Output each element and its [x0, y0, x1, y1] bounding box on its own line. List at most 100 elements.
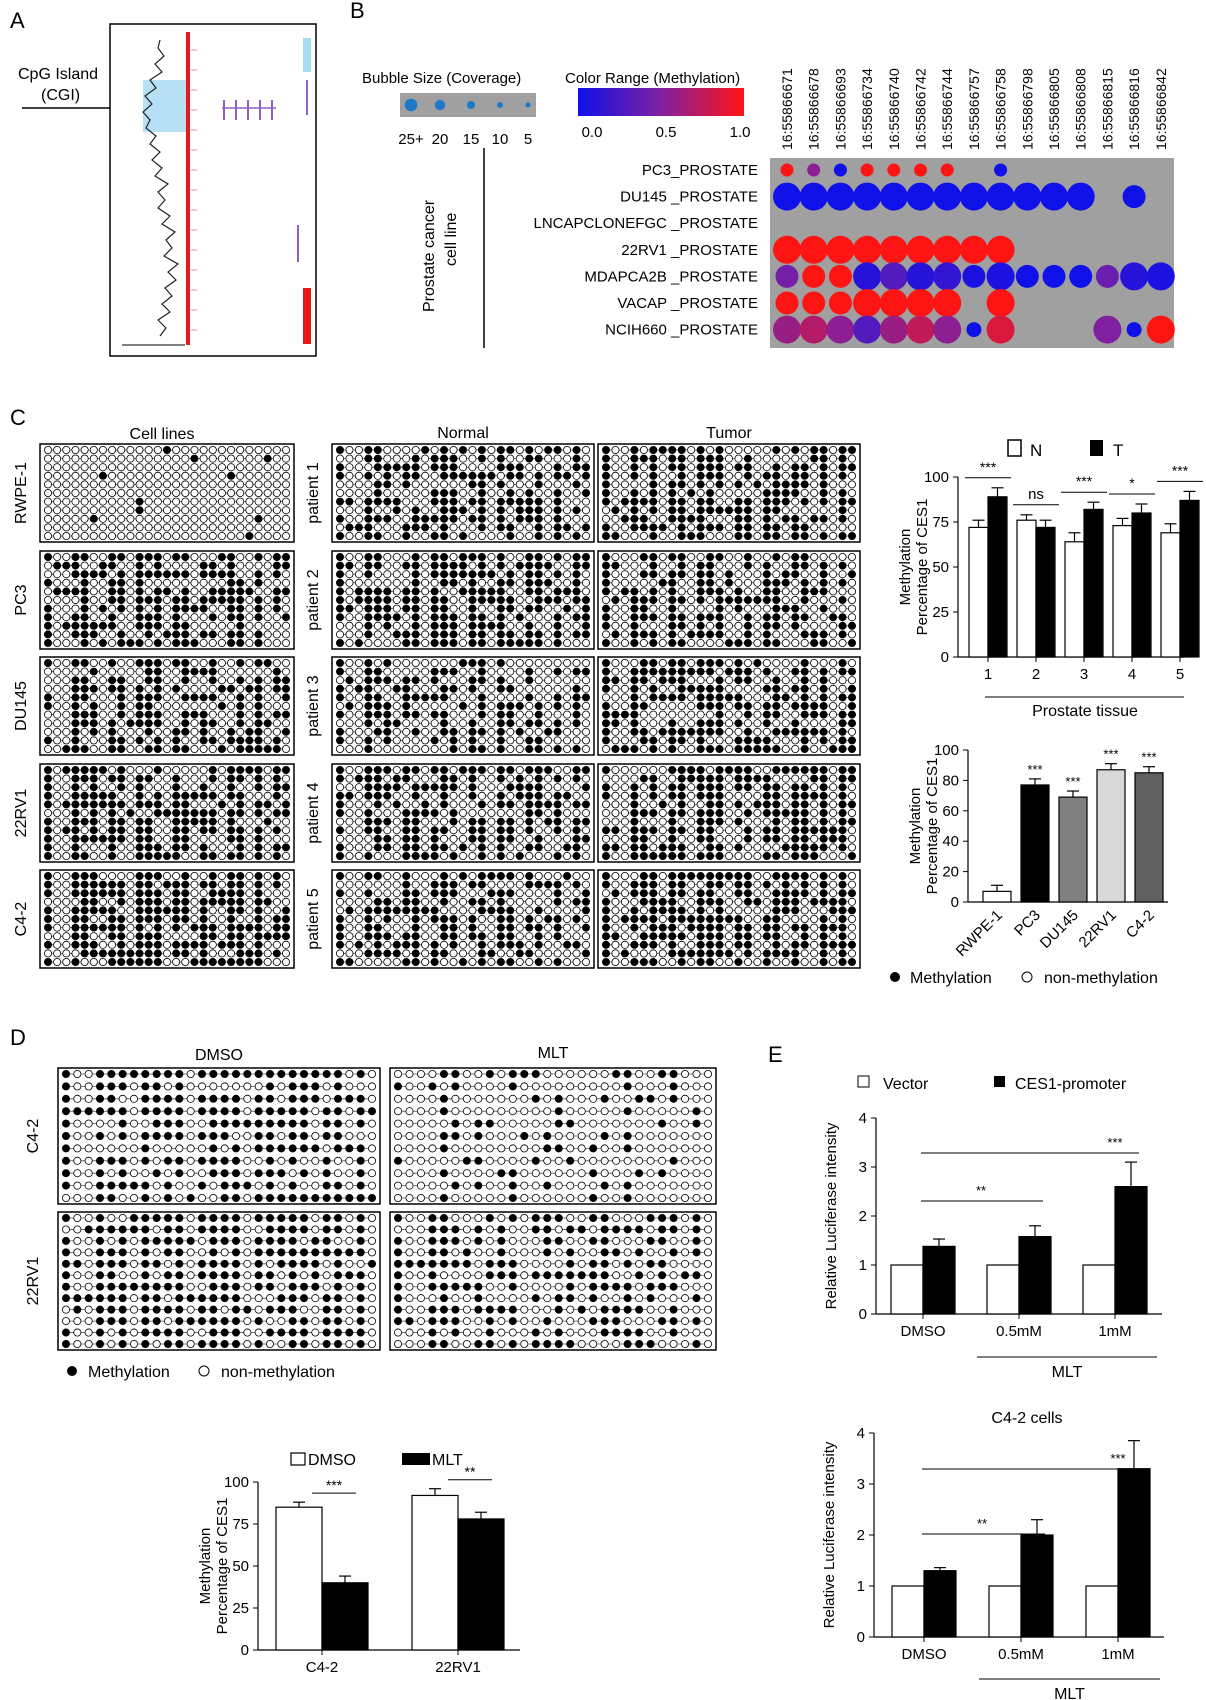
- c-normal-grid-cpg: [449, 783, 458, 792]
- c-tumor-grid-cpg: [829, 852, 838, 861]
- c-normal-grid-cpg: [563, 932, 572, 941]
- c-normal-grid-cpg: [515, 480, 524, 489]
- c-tumor-grid-cpg: [819, 532, 828, 541]
- c-normal-grid-cpg: [506, 445, 515, 454]
- c-cellline-grid-cpg: [172, 791, 181, 800]
- c-cellline-grid-cpg: [98, 800, 107, 809]
- c-cellline-grid-cpg: [227, 514, 236, 523]
- c-cellline-grid-cpg: [172, 506, 181, 515]
- c-cellline-grid-cpg: [245, 906, 254, 915]
- c-cellline-grid-cpg: [208, 471, 217, 480]
- c-normal-grid-cpg: [477, 684, 486, 693]
- c-tumor-grid-cpg: [753, 693, 762, 702]
- c-tumor-grid-cpg: [602, 915, 611, 924]
- c-cellline-grid-cpg: [44, 693, 53, 702]
- bubble-point: [933, 289, 962, 317]
- c-normal-grid-cpg: [421, 800, 430, 809]
- c-cellline-grid-cpg: [117, 667, 126, 676]
- c-normal-grid-cpg: [383, 497, 392, 506]
- c-tumor-grid-cpg: [753, 766, 762, 775]
- c-normal-grid-cpg: [373, 852, 382, 861]
- c-tumor-grid-cpg: [791, 480, 800, 489]
- c-tumor-grid-cpg: [800, 613, 809, 622]
- c-cellline-grid-cpg: [263, 745, 272, 754]
- c-cellline-grid-cpg: [108, 514, 117, 523]
- c-tumor-grid-cpg: [611, 940, 620, 949]
- c-cellline-grid-cpg: [181, 613, 190, 622]
- c-cellline-grid-cpg: [53, 587, 62, 596]
- c-normal-grid-cpg: [373, 719, 382, 728]
- c-normal-grid-cpg: [553, 613, 562, 622]
- c-normal-grid-cpg: [582, 445, 591, 454]
- c-normal-grid-cpg: [563, 766, 572, 775]
- c-tumor-grid-cpg: [810, 702, 819, 711]
- c-cellline-grid-cpg: [181, 736, 190, 745]
- c-normal-grid-cpg: [345, 958, 354, 967]
- c-tumor-grid-cpg: [743, 897, 752, 906]
- c-cellline-grid-cpg: [181, 915, 190, 924]
- c-tumor-grid-cpg: [753, 906, 762, 915]
- c-normal-grid-cpg: [572, 702, 581, 711]
- c-cellline-grid-cpg: [89, 684, 98, 693]
- c-tumor-grid-cpg: [725, 774, 734, 783]
- d-dmso-grid-cpg: [62, 1082, 71, 1091]
- x-tick-label: RWPE-1: [953, 907, 1006, 960]
- c-normal-grid-cpg: [373, 596, 382, 605]
- c-normal-grid-cpg: [544, 532, 553, 541]
- c-cellline-grid-cpg: [190, 774, 199, 783]
- c-cellline-grid-cpg: [181, 604, 190, 613]
- c-normal-grid-cpg: [383, 587, 392, 596]
- c-cellline-grid-cpg: [254, 561, 263, 570]
- c-normal-grid-cpg: [354, 834, 363, 843]
- c-normal-grid-cpg: [449, 889, 458, 898]
- c-normal-grid-cpg: [515, 915, 524, 924]
- c-tumor-grid-cpg: [649, 570, 658, 579]
- c-normal-grid-cpg: [411, 958, 420, 967]
- c-cellline-grid-cpg: [62, 659, 71, 668]
- c-tumor-grid-cpg: [687, 766, 696, 775]
- c-normal-grid-cpg: [582, 745, 591, 754]
- c-tumor-grid-cpg: [639, 800, 648, 809]
- c-normal-grid-cpg: [487, 800, 496, 809]
- c-cellline-grid-cpg: [162, 766, 171, 775]
- c-cellline-grid-cpg: [263, 940, 272, 949]
- c-cellline-grid-cpg: [153, 745, 162, 754]
- c-cellline-grid-cpg: [126, 667, 135, 676]
- c-cellline-grid-cpg: [44, 523, 53, 532]
- c-tumor-grid-cpg: [848, 667, 857, 676]
- c-normal-grid-cpg: [496, 471, 505, 480]
- c-normal-grid-cpg: [553, 667, 562, 676]
- c-normal-grid-cpg: [525, 834, 534, 843]
- c-tumor-grid-cpg: [743, 852, 752, 861]
- c-normal-grid-cpg: [345, 497, 354, 506]
- c-normal-grid-cpg: [553, 880, 562, 889]
- c-normal-grid-cpg: [572, 596, 581, 605]
- c-tumor-grid-cpg: [696, 596, 705, 605]
- c-normal-grid-cpg: [364, 774, 373, 783]
- c-tumor-grid-cpg: [658, 702, 667, 711]
- c-tumor-grid-cpg: [706, 872, 715, 881]
- c-normal-grid-cpg: [458, 906, 467, 915]
- c-normal-grid-cpg: [496, 783, 505, 792]
- c-tumor-grid-cpg: [762, 514, 771, 523]
- c-normal-grid-cpg: [582, 532, 591, 541]
- bar: [1134, 772, 1164, 903]
- c-tumor-grid-cpg: [725, 684, 734, 693]
- c-cellline-grid-cpg: [117, 826, 126, 835]
- c-normal-grid-cpg: [335, 727, 344, 736]
- d-dmso-grid-cpg: [345, 1094, 354, 1103]
- c-tumor-grid-cpg: [649, 852, 658, 861]
- c-tumor-grid-cpg: [753, 587, 762, 596]
- c-tumor-grid-cpg: [696, 932, 705, 941]
- c-normal-grid-cpg: [563, 587, 572, 596]
- c-tumor-grid-cpg: [734, 710, 743, 719]
- c-tumor-grid-cpg: [687, 445, 696, 454]
- c-normal-grid-cpg: [525, 719, 534, 728]
- c-normal-grid-cpg: [515, 889, 524, 898]
- c-normal-grid-cpg: [364, 523, 373, 532]
- c-cellline-grid-cpg: [71, 587, 80, 596]
- c-tumor-grid-cpg: [620, 889, 629, 898]
- c-cellline-grid-cpg: [98, 561, 107, 570]
- c-cellline-grid-cpg: [153, 834, 162, 843]
- c-tumor-grid-cpg: [668, 587, 677, 596]
